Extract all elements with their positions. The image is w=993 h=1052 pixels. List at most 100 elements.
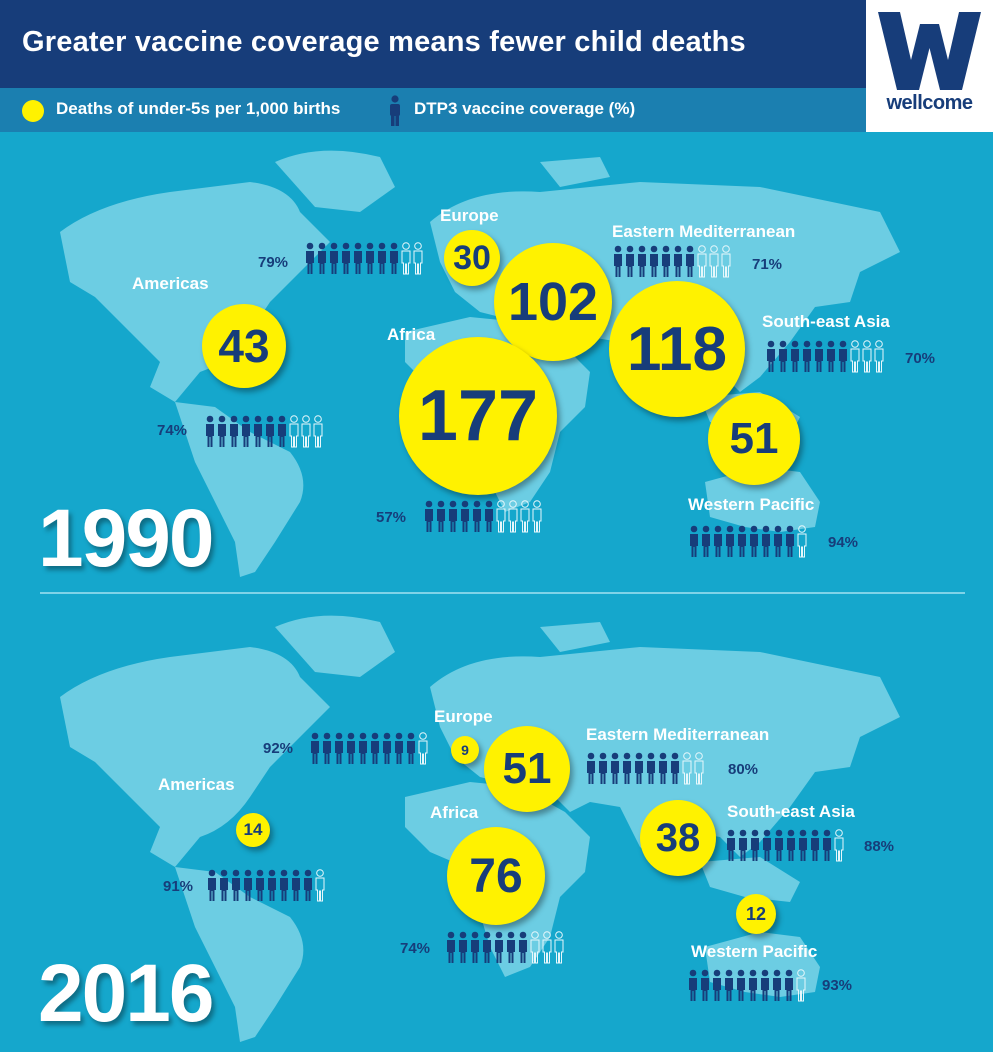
unvaccinated-person-icon [542,931,552,964]
region-label-western-pacific: Western Pacific [688,495,815,514]
unvaccinated-person-icon [709,245,719,278]
unvaccinated-person-icon [532,500,542,533]
vaccinated-person-icon [407,732,415,764]
vaccinated-person-icon [803,340,811,372]
vaccinated-person-icon [662,245,670,277]
vaccinated-person-icon [650,245,658,277]
vaccinated-person-icon [749,969,757,1001]
vaccinated-person-icon [278,415,286,447]
unvaccinated-person-icon [797,525,807,558]
coverage-people-eastern-mediterranean [586,752,706,785]
unvaccinated-person-icon [508,500,518,533]
region-label-eastern-mediterranean: Eastern Mediterranean [612,222,796,241]
unvaccinated-person-icon [530,931,540,964]
coverage-pct-eastern-mediterranean: 71% [752,256,783,273]
vaccinated-person-icon [635,752,643,784]
vaccinated-person-icon [318,242,326,274]
vaccinated-person-icon [495,931,503,963]
vaccinated-person-icon [242,415,250,447]
year-label: 1990 [38,493,214,584]
coverage-pct-africa: 74% [400,940,431,957]
vaccinated-person-icon [775,829,783,861]
vaccinated-person-icon [599,752,607,784]
vaccinated-person-icon [473,500,481,532]
vaccinated-person-icon [507,931,515,963]
page-title: Greater vaccine coverage means fewer chi… [22,26,746,58]
unvaccinated-person-icon [694,752,704,785]
vaccinated-person-icon [218,415,226,447]
vaccine-legend-label: DTP3 vaccine coverage (%) [414,99,636,118]
vaccinated-person-icon [256,869,264,901]
person-icon [390,95,400,126]
vaccinated-person-icon [306,242,314,274]
panel-2016: 2016 14 Americas 91% 9 Europe 92% 51 Eastern M… [0,597,993,1051]
vaccinated-person-icon [208,869,216,901]
vaccinated-person-icon [230,415,238,447]
coverage-pct-eastern-mediterranean: 80% [728,761,759,778]
panel-divider [40,592,965,594]
vaccinated-person-icon [839,340,847,372]
unvaccinated-person-icon [682,752,692,785]
vaccinated-person-icon [799,829,807,861]
region-label-europe: Europe [434,707,493,726]
vaccinated-person-icon [659,752,667,784]
vaccinated-person-icon [366,242,374,274]
vaccinated-person-icon [791,340,799,372]
unvaccinated-person-icon [315,869,325,902]
vaccinated-person-icon [714,525,722,557]
coverage-people-africa [446,931,566,964]
deaths-legend-label: Deaths of under-5s per 1,000 births [56,99,341,118]
deaths-bubble-americas: 14 [236,813,270,847]
wellcome-logo: wellcome [866,0,993,132]
vaccinated-person-icon [519,931,527,963]
deaths-bubble-western-pacific: 51 [708,393,800,485]
unvaccinated-person-icon [313,415,323,448]
unvaccinated-person-icon [520,500,530,533]
deaths-bubble-south-east-asia: 38 [640,800,716,876]
vaccinated-person-icon [638,245,646,277]
unvaccinated-person-icon [697,245,707,278]
vaccinated-person-icon [378,242,386,274]
deaths-bubble-south-east-asia: 118 [609,281,745,417]
vaccinated-person-icon [449,500,457,532]
unvaccinated-person-icon [496,500,506,533]
vaccinated-person-icon [701,969,709,1001]
vaccinated-person-icon [459,931,467,963]
vaccinated-person-icon [827,340,835,372]
region-label-south-east-asia: South-east Asia [727,802,855,821]
vaccinated-person-icon [280,869,288,901]
deaths-bubble-eastern-mediterranean: 51 [484,726,570,812]
coverage-pct-africa: 57% [376,509,407,526]
vaccinated-person-icon [330,242,338,274]
deaths-bubble-europe: 30 [444,230,500,286]
vaccinated-person-icon [266,415,274,447]
vaccinated-person-icon [587,752,595,784]
vaccinated-person-icon [611,752,619,784]
region-label-eastern-mediterranean: Eastern Mediterranean [586,725,770,744]
vaccinated-person-icon [354,242,362,274]
vaccinated-person-icon [359,732,367,764]
vaccinated-person-icon [811,829,819,861]
vaccinated-person-icon [347,732,355,764]
unvaccinated-person-icon [554,931,564,964]
vaccinated-person-icon [254,415,262,447]
wellcome-w-mark [878,12,981,90]
vaccinated-person-icon [244,869,252,901]
vaccinated-person-icon [342,242,350,274]
deaths-bubble-africa: 177 [399,337,557,495]
coverage-pct-south-east-asia: 88% [864,838,895,855]
deaths-bubble-americas: 43 [202,304,286,388]
unvaccinated-person-icon [301,415,311,448]
region-label-americas: Americas [132,274,209,293]
vaccinated-person-icon [232,869,240,901]
unvaccinated-person-icon [850,340,860,373]
vaccinated-person-icon [485,500,493,532]
coverage-people-africa [424,500,544,533]
unvaccinated-person-icon [721,245,731,278]
coverage-pct-americas: 91% [163,878,194,895]
vaccinated-person-icon [311,732,319,764]
unvaccinated-person-icon [834,829,844,862]
vaccinated-person-icon [437,500,445,532]
vaccinated-person-icon [787,829,795,861]
vaccinated-person-icon [323,732,331,764]
